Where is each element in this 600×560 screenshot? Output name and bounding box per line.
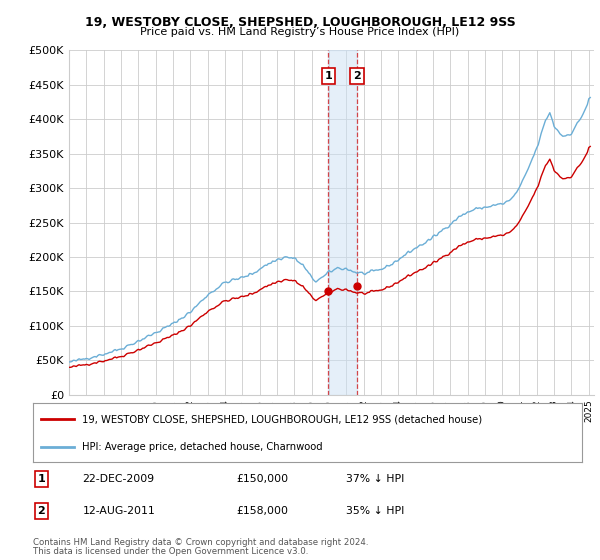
- Text: 22-DEC-2009: 22-DEC-2009: [82, 474, 155, 484]
- Text: HPI: Average price, detached house, Charnwood: HPI: Average price, detached house, Char…: [82, 442, 323, 452]
- Bar: [328, 50, 357, 395]
- Text: 1: 1: [37, 474, 45, 484]
- Text: £150,000: £150,000: [236, 474, 288, 484]
- Text: 2: 2: [37, 506, 45, 516]
- Text: 19, WESTOBY CLOSE, SHEPSHED, LOUGHBOROUGH, LE12 9SS (detached house): 19, WESTOBY CLOSE, SHEPSHED, LOUGHBOROUG…: [82, 414, 482, 424]
- Text: 37% ↓ HPI: 37% ↓ HPI: [346, 474, 404, 484]
- Text: Contains HM Land Registry data © Crown copyright and database right 2024.: Contains HM Land Registry data © Crown c…: [33, 538, 368, 547]
- Text: 12-AUG-2011: 12-AUG-2011: [82, 506, 155, 516]
- Text: 2: 2: [353, 71, 361, 81]
- Text: Price paid vs. HM Land Registry’s House Price Index (HPI): Price paid vs. HM Land Registry’s House …: [140, 27, 460, 37]
- Text: This data is licensed under the Open Government Licence v3.0.: This data is licensed under the Open Gov…: [33, 547, 308, 556]
- Text: £158,000: £158,000: [236, 506, 288, 516]
- Text: 1: 1: [325, 71, 332, 81]
- Text: 35% ↓ HPI: 35% ↓ HPI: [346, 506, 404, 516]
- Text: 19, WESTOBY CLOSE, SHEPSHED, LOUGHBOROUGH, LE12 9SS: 19, WESTOBY CLOSE, SHEPSHED, LOUGHBOROUG…: [85, 16, 515, 29]
